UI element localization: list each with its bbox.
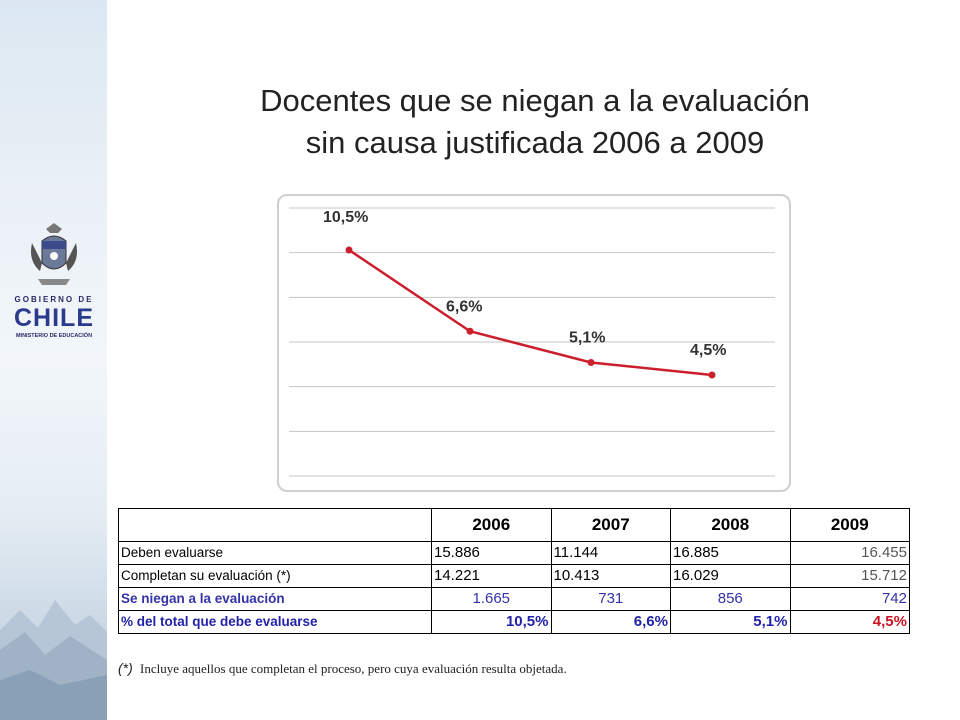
data-label: 5,1% xyxy=(569,330,605,347)
table-cell: 16.885 xyxy=(670,541,791,565)
chart-frame xyxy=(277,194,791,492)
data-label: 10,5% xyxy=(323,209,368,226)
data-point xyxy=(466,327,474,335)
row-label: Deben evaluarse xyxy=(118,541,432,565)
table-cell: 4,5% xyxy=(789,610,910,634)
table-cell: 15.886 xyxy=(431,541,552,565)
table-cell: 16.029 xyxy=(670,564,791,588)
data-label: 6,6% xyxy=(446,298,482,315)
table-header-cell: 2009 xyxy=(789,508,910,542)
data-table: 2006 2007 2008 2009 Deben evaluarse 15.8… xyxy=(118,508,910,634)
table-header-cell: 2008 xyxy=(670,508,791,542)
slide-title-line2: sin causa justificada 2006 a 2009 xyxy=(305,125,765,160)
table-header-row: 2006 2007 2008 2009 xyxy=(118,508,910,542)
footnote: (*) Incluye aquellos que completan el pr… xyxy=(118,660,567,677)
line-chart: 10,5% 6,6% 5,1% 4,5% xyxy=(289,207,775,477)
table-cell: 10.413 xyxy=(550,564,671,588)
table-cell: 856 xyxy=(670,587,791,611)
slide-title: Docentes que se niegan a la evaluación s… xyxy=(140,80,930,164)
table-header-cell: 2006 xyxy=(431,508,552,542)
sidebar-background: GOBIERNO DE CHILE MINISTERIO DE EDUCACIÓ… xyxy=(0,0,107,720)
table-header-cell xyxy=(118,508,432,542)
series-line xyxy=(348,248,713,377)
footnote-mark: (*) xyxy=(118,660,133,676)
slide-title-line1: Docentes que se niegan a la evaluación xyxy=(260,83,810,118)
table-cell: 14.221 xyxy=(431,564,552,588)
table-cell: 5,1% xyxy=(670,610,791,634)
data-label: 4,5% xyxy=(690,342,726,359)
table-cell: 742 xyxy=(789,587,910,611)
mountain-graphic xyxy=(0,600,107,720)
row-label: % del total que debe evaluarse xyxy=(118,610,432,634)
logo-ministry-text: MINISTERIO DE EDUCACIÓN xyxy=(15,333,93,339)
table-cell: 11.144 xyxy=(550,541,671,565)
table-cell: 15.712 xyxy=(789,564,910,588)
table-header-cell: 2007 xyxy=(550,508,671,542)
table-cell: 6,6% xyxy=(550,610,671,634)
data-point xyxy=(587,359,595,366)
row-label: Se niegan a la evaluación xyxy=(118,587,432,611)
table-cell: 731 xyxy=(550,587,671,611)
logo-gobierno-text: GOBIERNO DE xyxy=(14,295,94,304)
data-point xyxy=(345,246,353,254)
table-cell: 1.665 xyxy=(431,587,552,611)
table-cell: 16.455 xyxy=(789,541,910,565)
table-row: Deben evaluarse 15.886 11.144 16.885 16.… xyxy=(118,541,910,565)
gobierno-de-chile-logo: GOBIERNO DE CHILE MINISTERIO DE EDUCACIÓ… xyxy=(6,215,102,345)
logo-chile-text: CHILE xyxy=(14,304,94,332)
table-row: % del total que debe evaluarse 10,5% 6,6… xyxy=(118,610,910,634)
coat-of-arms-icon xyxy=(31,223,77,285)
table-cell: 10,5% xyxy=(431,610,552,634)
data-point xyxy=(708,371,716,379)
footnote-text: Incluye aquellos que completan el proces… xyxy=(140,661,567,676)
row-label: Completan su evaluación (*) xyxy=(118,564,432,588)
table-row: Completan su evaluación (*) 14.221 10.41… xyxy=(118,564,910,588)
table-row: Se niegan a la evaluación 1.665 731 856 … xyxy=(118,587,910,611)
